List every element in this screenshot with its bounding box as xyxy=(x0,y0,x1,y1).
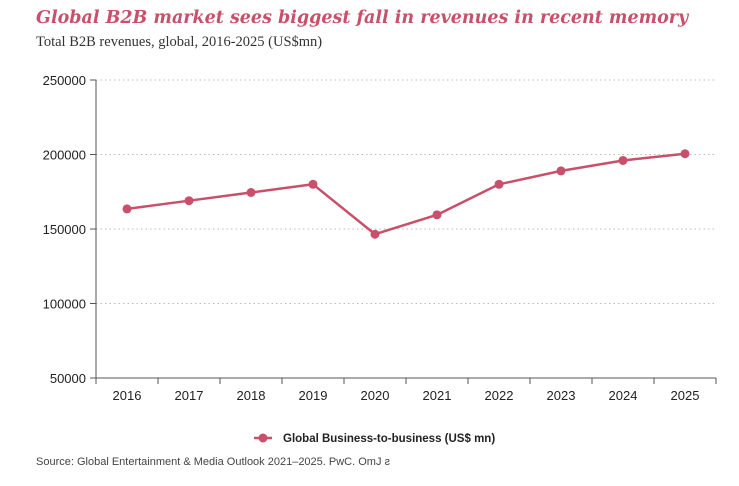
x-tick-label: 2017 xyxy=(175,388,204,403)
data-point-2019 xyxy=(308,179,318,189)
x-tick-label: 2021 xyxy=(423,388,452,403)
x-tick-label: 2025 xyxy=(671,388,700,403)
y-tick-label: 250000 xyxy=(43,73,86,88)
x-tick-label: 2018 xyxy=(237,388,266,403)
series xyxy=(122,149,690,239)
data-point-2024 xyxy=(618,155,628,165)
x-tick-label: 2020 xyxy=(361,388,390,403)
y-tick-label: 200000 xyxy=(43,148,86,163)
data-point-2018 xyxy=(246,187,256,197)
source-note: Source: Global Entertainment & Media Out… xyxy=(36,456,391,468)
legend-swatch-marker xyxy=(258,433,268,443)
legend: Global Business-to-business (US$ mn) xyxy=(254,433,495,445)
x-tick-label: 2016 xyxy=(113,388,142,403)
data-point-2016 xyxy=(122,204,132,214)
data-point-2022 xyxy=(494,179,504,189)
chart-title: Global B2B market sees biggest fall in r… xyxy=(36,8,689,28)
series-line xyxy=(126,152,686,236)
data-point-2020 xyxy=(370,229,380,239)
chart-subtitle: Total B2B revenues, global, 2016-2025 (U… xyxy=(36,34,323,50)
x-tick-labels: 2016 2017 2018 2019 2020 2021 2022 2023 2024 2025 xyxy=(95,378,717,403)
x-tick-label: 2019 xyxy=(299,388,328,403)
y-tick-label: 150000 xyxy=(43,222,86,237)
legend-label: Global Business-to-business (US$ mn) xyxy=(283,433,495,445)
x-tick-label: 2023 xyxy=(547,388,576,403)
x-tick-label: 2022 xyxy=(485,388,514,403)
data-point-2021 xyxy=(432,210,442,220)
y-tick-label: 50000 xyxy=(50,371,86,386)
data-point-2017 xyxy=(184,196,194,206)
y-tick-label: 100000 xyxy=(43,297,86,312)
data-point-2023 xyxy=(556,166,566,176)
x-tick-label: 2024 xyxy=(609,388,638,403)
gridlines xyxy=(96,79,716,304)
y-tick-labels: 250000 200000 150000 100000 50000 xyxy=(43,73,96,386)
data-point-2025 xyxy=(680,149,690,159)
